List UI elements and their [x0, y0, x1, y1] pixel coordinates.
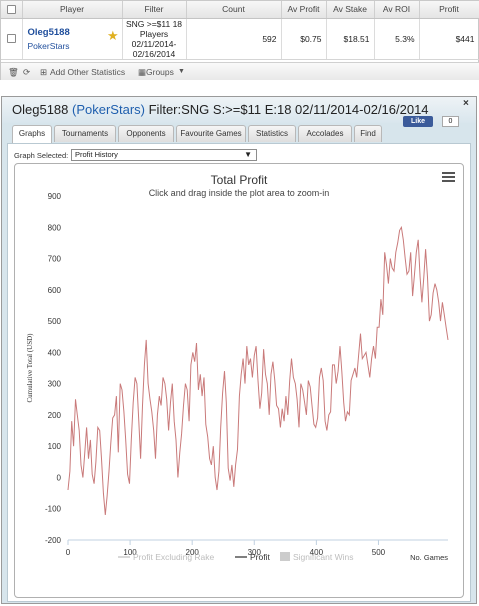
y-tick-label: 0: [57, 473, 62, 482]
table-row: Oleg5188 PokerStars SNG >=$11 18 Players…: [1, 18, 479, 60]
title-site-link[interactable]: (PokerStars): [72, 102, 145, 117]
header-player[interactable]: Player: [22, 1, 123, 19]
player-graph-window: Oleg5188 (PokerStars) Filter:SNG S:>=$11…: [1, 96, 477, 604]
y-tick-label: 700: [48, 255, 62, 264]
table-footer-toolbar: 🗑 ⟳ ⊞ Add Other Statistics ▦ Groups ▼: [1, 62, 479, 80]
chart-subtitle: Click and drag inside the plot area to z…: [149, 188, 330, 198]
chevron-down-icon: ▼: [244, 150, 252, 159]
graph-select-dropdown[interactable]: Profit History ▼: [71, 149, 257, 161]
player-cell: Oleg5188 PokerStars: [22, 18, 123, 60]
legend-significant-wins: Significant Wins: [293, 552, 353, 562]
profit-cell: $441: [419, 18, 479, 60]
tab-favourite-games[interactable]: Favourite Games: [176, 125, 246, 142]
legend-profit-excluding-rake: Profit Excluding Rake: [133, 552, 215, 562]
tab-graphs[interactable]: Graphs: [12, 125, 52, 143]
y-tick-label: 300: [48, 380, 62, 389]
like-count: 0: [442, 116, 459, 127]
y-tick-label: -200: [45, 536, 62, 545]
header-select-all[interactable]: [1, 1, 23, 19]
av-roi-cell: 5.3%: [374, 18, 420, 60]
y-tick-label: 900: [48, 192, 62, 201]
tab-find[interactable]: Find: [354, 125, 382, 142]
tab-accolades[interactable]: Accolades: [298, 125, 352, 142]
x-axis-label: No. Games: [410, 553, 448, 562]
y-tick-label: 100: [48, 442, 62, 451]
av-profit-cell: $0.75: [281, 18, 327, 60]
select-all-checkbox[interactable]: [6, 4, 16, 14]
chart-title: Total Profit: [211, 173, 268, 187]
header-profit[interactable]: Profit: [419, 1, 479, 19]
x-tick-label: 300: [248, 548, 262, 557]
facebook-like-button[interactable]: Like: [403, 116, 433, 127]
y-tick-label: 600: [48, 286, 62, 295]
x-tick-label: 100: [123, 548, 137, 557]
y-tick-label: 800: [48, 223, 62, 232]
y-tick-label: 500: [48, 317, 62, 326]
row-checkbox[interactable]: [6, 34, 16, 43]
add-other-statistics-link[interactable]: Add Other Statistics: [50, 67, 126, 77]
tab-statistics[interactable]: Statistics: [248, 125, 296, 142]
title-player: Oleg5188: [12, 102, 69, 117]
filter-cell: SNG >=$11 18 Players 02/11/2014- 02/16/2…: [122, 18, 187, 60]
series-line-profit: [67, 225, 449, 516]
groups-icon[interactable]: ▦: [138, 67, 147, 77]
x-tick-label: 200: [186, 548, 200, 557]
tab-tournaments[interactable]: Tournaments: [54, 125, 116, 142]
y-tick-label: 400: [48, 348, 62, 357]
delete-icon[interactable]: 🗑: [8, 67, 19, 77]
window-title: Oleg5188 (PokerStars) Filter:SNG S:>=$11…: [12, 102, 429, 117]
graphs-panel: Graph Selected: Profit History ▼ Total P…: [7, 143, 471, 602]
groups-chevron-down-icon[interactable]: ▼: [178, 68, 185, 75]
header-filter[interactable]: Filter: [122, 1, 187, 19]
player-name-link[interactable]: Oleg5188: [27, 26, 70, 38]
player-site-link[interactable]: PokerStars: [27, 40, 70, 51]
chart-menu-icon[interactable]: [442, 172, 455, 183]
y-tick-label: 200: [48, 411, 62, 420]
legend-box-significant-wins: [280, 552, 290, 561]
refresh-icon[interactable]: ⟳: [23, 67, 31, 77]
close-icon[interactable]: ×: [463, 98, 469, 109]
y-tick-label: -100: [45, 505, 62, 514]
header-av-roi[interactable]: Av ROI: [374, 1, 420, 19]
add-stats-icon[interactable]: ⊞: [40, 67, 48, 77]
title-filter: Filter:SNG S:>=$11 E:18 02/11/2014-02/16…: [148, 102, 429, 117]
player-stats-table: Player Filter Count Av Profit Av Stake A…: [0, 0, 479, 80]
row-select-cell[interactable]: [1, 18, 23, 60]
favourite-star-icon[interactable]: ★: [107, 28, 119, 43]
count-cell: 592: [186, 18, 282, 60]
graph-selected-label: Graph Selected:: [14, 151, 69, 160]
x-tick-label: 0: [66, 548, 71, 557]
table-header-row: Player Filter Count Av Profit Av Stake A…: [1, 1, 479, 19]
groups-dropdown[interactable]: Groups: [146, 67, 174, 77]
profit-chart[interactable]: Total Profit Click and drag inside the pl…: [14, 163, 464, 598]
legend-profit: Profit: [250, 552, 270, 562]
graph-select-value: Profit History: [75, 150, 118, 159]
header-av-stake[interactable]: Av Stake: [326, 1, 375, 19]
header-count[interactable]: Count: [186, 1, 282, 19]
y-axis-label: Cumulative Total (USD): [26, 333, 34, 403]
window-title-bar: Oleg5188 (PokerStars) Filter:SNG S:>=$11…: [2, 97, 476, 123]
x-tick-label: 400: [310, 548, 324, 557]
av-stake-cell: $18.51: [326, 18, 375, 60]
x-tick-label: 500: [372, 548, 386, 557]
tab-opponents[interactable]: Opponents: [118, 125, 174, 142]
header-av-profit[interactable]: Av Profit: [281, 1, 327, 19]
